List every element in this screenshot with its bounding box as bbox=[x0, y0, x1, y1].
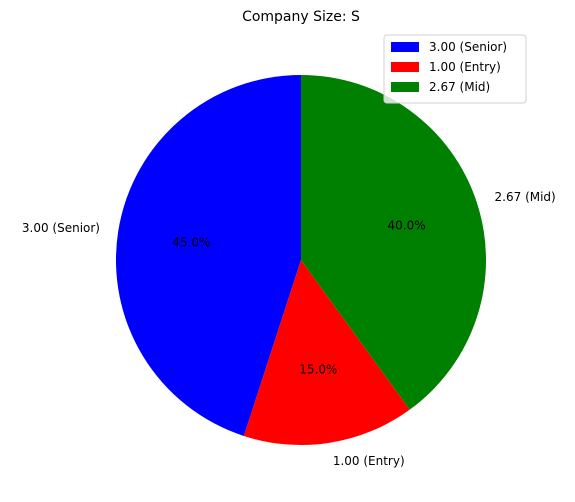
legend-box bbox=[383, 34, 527, 104]
pie-slice-1-00-entry bbox=[243, 260, 410, 446]
legend-label-3-00-senior: 3.00 (Senior) bbox=[429, 40, 507, 54]
legend-swatch-3-00-senior bbox=[391, 42, 419, 52]
slice-label-3-00-senior: 3.00 (Senior) bbox=[22, 221, 100, 235]
slice-label-1-00-entry: 1.00 (Entry) bbox=[333, 454, 405, 468]
legend: 3.00 (Senior) 1.00 (Entry) 2.67 (Mid) bbox=[383, 34, 527, 104]
legend-swatch-1-00-entry bbox=[391, 62, 419, 72]
slice-label-2-67-mid: 2.67 (Mid) bbox=[495, 190, 556, 204]
legend-label-1-00-entry: 1.00 (Entry) bbox=[429, 60, 501, 74]
percentage-label-3-00-senior: 45.0% bbox=[172, 236, 210, 250]
percentage-label-2-67-mid: 40.0% bbox=[388, 219, 426, 233]
chart-title: Company Size: S bbox=[242, 9, 360, 25]
legend-swatch-2-67-mid bbox=[391, 82, 419, 92]
pie-slices bbox=[115, 75, 487, 446]
legend-items: 3.00 (Senior) 1.00 (Entry) 2.67 (Mid) bbox=[391, 40, 507, 94]
pie-slice-2-67-mid bbox=[301, 75, 487, 410]
slice-labels: 3.00 (Senior) 1.00 (Entry) 2.67 (Mid) bbox=[22, 190, 556, 468]
percentage-labels: 45.0% 15.0% 40.0% bbox=[172, 219, 425, 377]
percentage-label-1-00-entry: 15.0% bbox=[299, 363, 337, 377]
legend-label-2-67-mid: 2.67 (Mid) bbox=[429, 80, 490, 94]
pie-slice-3-00-senior bbox=[115, 75, 301, 436]
